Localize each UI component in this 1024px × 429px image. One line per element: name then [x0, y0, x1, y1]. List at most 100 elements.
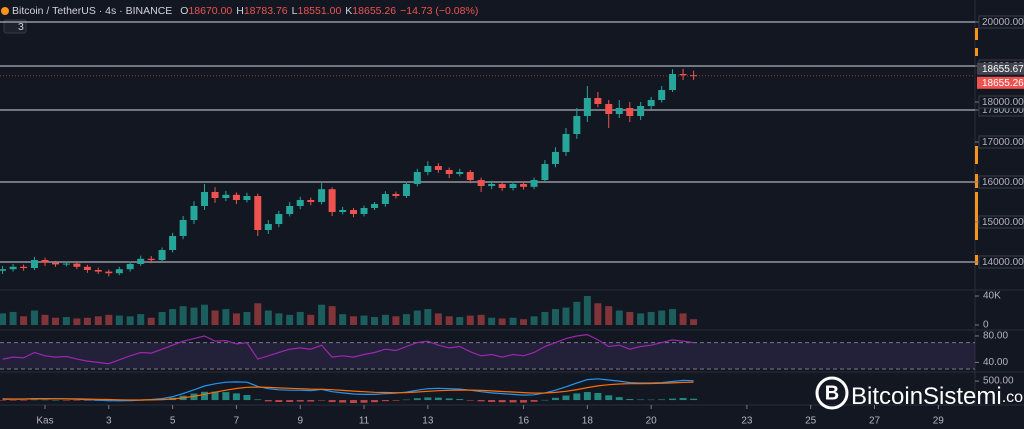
volume-bar [669, 309, 677, 325]
macd-histogram-bar [83, 400, 91, 401]
volume-bar [115, 315, 123, 325]
macd-histogram-bar [381, 400, 389, 402]
x-tick-label: 27 [869, 416, 881, 427]
volume-bar [158, 311, 166, 325]
marker [975, 255, 978, 265]
rsi-line [2, 333, 694, 365]
candle-body [371, 204, 379, 208]
volume-bar [105, 314, 113, 325]
volume-bar [41, 314, 49, 325]
volume-bar [169, 309, 177, 325]
candle-body [179, 220, 187, 236]
y-tick-label: 40.00 [983, 357, 1008, 368]
candle-body [169, 236, 177, 250]
candle-body [541, 164, 549, 180]
volume-bar [222, 309, 230, 325]
volume-bar [20, 316, 28, 325]
volume-bar [488, 317, 496, 325]
candle-body [445, 170, 453, 174]
volume-bar [509, 317, 517, 325]
macd-histogram-bar [211, 391, 219, 401]
indicator-toggle[interactable] [3, 19, 27, 34]
marker [975, 192, 978, 240]
candle-body [626, 108, 634, 116]
candle-body [594, 98, 602, 104]
ohlc-value: 18783.76 [244, 5, 288, 17]
last-price-label: 18655.26 [982, 78, 1024, 89]
ohlc-value: 18655.26 [352, 5, 396, 17]
marker [975, 48, 978, 56]
y-tick-label: 20000.00 [982, 17, 1024, 28]
candle-body [402, 184, 410, 196]
volume-bar [371, 317, 379, 325]
candle-body [30, 260, 38, 268]
candle-body [573, 116, 581, 134]
volume-bar [9, 311, 17, 325]
volume-bar [605, 306, 613, 325]
x-tick-label: 29 [933, 416, 945, 427]
volume-bar [445, 316, 453, 325]
candle-body [222, 194, 230, 198]
candle-body [328, 189, 336, 212]
volume-bar [573, 301, 581, 325]
macd-histogram-bar [562, 395, 570, 401]
macd-histogram-bar [690, 398, 698, 401]
macd-histogram-bar [520, 400, 528, 403]
candle-body [530, 180, 538, 187]
volume-bar [307, 314, 315, 325]
macd-histogram-bar [434, 397, 442, 401]
y-tick-label: 0 [983, 320, 989, 331]
x-tick-label: 20 [646, 416, 658, 427]
watermark-text: BitcoinSistemi.com [851, 383, 1024, 410]
candle-body [413, 172, 421, 184]
volume-bar [637, 313, 645, 325]
candle-body [669, 74, 677, 90]
volume-bar [392, 316, 400, 325]
volume-bar [541, 311, 549, 325]
marker-price-box [977, 62, 1024, 75]
y-tick-box [978, 175, 1024, 189]
candle-body [73, 263, 81, 267]
volume-bar [190, 307, 198, 325]
volume-bar [456, 317, 464, 325]
volume-bar [477, 314, 485, 325]
x-tick-label: 11 [359, 416, 370, 427]
macd-histogram-bar [488, 400, 496, 403]
macd-histogram-bar [424, 397, 432, 401]
macd-histogram-bar [9, 400, 17, 401]
candle-body [350, 210, 358, 214]
macd-histogram-bar [0, 400, 7, 401]
y-tick-label: 14000.00 [982, 257, 1024, 268]
volume-bar [73, 318, 81, 325]
macd-histogram-bar [615, 397, 623, 401]
candle-body [605, 104, 613, 114]
candle-body [381, 194, 389, 204]
macd-histogram-bar [52, 399, 60, 401]
candle-body [243, 196, 251, 200]
logo [815, 376, 849, 410]
candle-body [137, 258, 145, 264]
y-tick-label: 500.00 [983, 376, 1014, 387]
macd-line [2, 378, 694, 402]
volume-bar [0, 313, 7, 325]
candle-body [498, 184, 506, 188]
candle-body [105, 271, 113, 274]
ohlc-key: K [345, 5, 352, 17]
indicator-count: 3 [18, 21, 24, 33]
macd-histogram-bar [466, 400, 474, 401]
volume-bar [201, 304, 209, 325]
y-tick-box [978, 95, 1024, 109]
macd-histogram-bar [275, 400, 283, 403]
macd-histogram-bar [509, 400, 517, 403]
candle-body [339, 210, 347, 212]
header: Bitcoin / TetherUS · 4s · BINANCE 3 [1, 5, 172, 34]
macd-histogram-bar [445, 398, 453, 401]
volume-bar [52, 317, 60, 325]
macd-histogram-bar [328, 400, 336, 403]
macd-histogram-bar [20, 400, 28, 401]
volume-bar [562, 307, 570, 325]
candle-body [488, 184, 496, 186]
volume-bar [402, 314, 410, 325]
ohlc-value: 18551.00 [297, 5, 341, 17]
